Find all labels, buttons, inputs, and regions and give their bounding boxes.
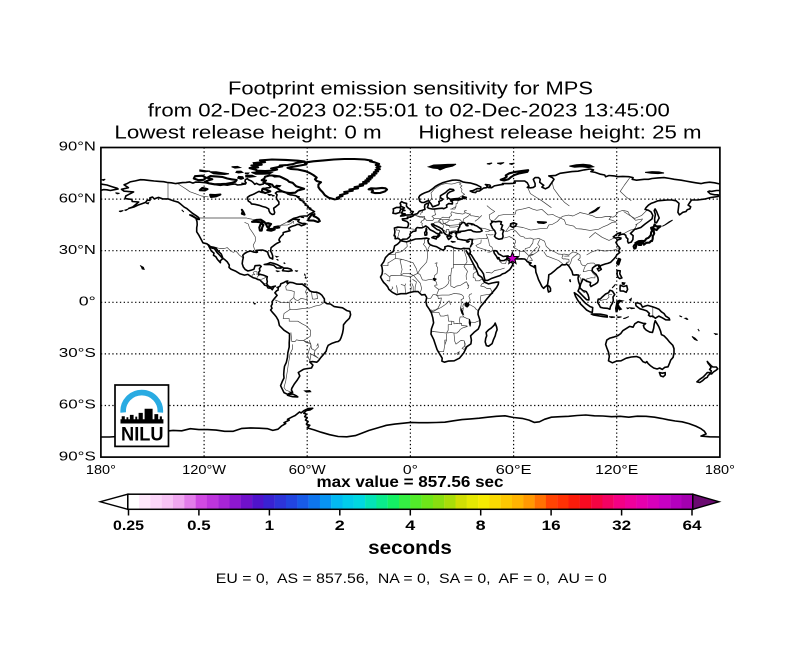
svg-text:120°E: 120°E [595,462,638,477]
svg-text:30°N: 30°N [59,242,96,257]
svg-text:from 02-Dec-2023 02:55:01 to 0: from 02-Dec-2023 02:55:01 to 02-Dec-2023… [148,101,670,121]
svg-text:32: 32 [612,518,631,533]
svg-text:NILU: NILU [121,423,164,445]
svg-text:1: 1 [265,518,275,533]
svg-text:64: 64 [683,518,703,533]
svg-text:Lowest release height: 0 m: Lowest release height: 0 m [114,122,381,142]
svg-text:0°: 0° [403,462,418,477]
svg-text:0.25: 0.25 [113,518,145,533]
svg-text:2: 2 [335,518,345,533]
svg-text:180°: 180° [86,462,116,477]
svg-text:16: 16 [542,518,562,533]
svg-text:60°E: 60°E [496,462,532,477]
svg-text:Highest release height: 25 m: Highest release height: 25 m [418,122,701,142]
svg-text:90°N: 90°N [59,139,96,154]
svg-text:180°: 180° [705,462,735,477]
svg-text:60°N: 60°N [59,190,96,205]
svg-text:seconds: seconds [368,538,452,559]
svg-text:0.5: 0.5 [187,518,211,533]
svg-text:90°S: 90°S [59,448,96,463]
svg-text:EU = 0, AS = 857.56, NA = 0,: EU = 0, AS = 857.56, NA = 0, SA = 0, AF … [216,570,607,586]
svg-text:max value = 857.56 sec: max value = 857.56 sec [317,474,504,491]
svg-text:120°W: 120°W [182,462,227,477]
svg-text:Footprint emission sensitivity: Footprint emission sensitivity for MPS [228,79,593,99]
svg-text:60°S: 60°S [59,397,96,412]
svg-text:0°: 0° [79,294,96,309]
svg-text:8: 8 [476,518,487,533]
svg-text:30°S: 30°S [59,345,96,360]
svg-text:60°W: 60°W [289,462,327,477]
svg-text:4: 4 [405,518,416,533]
